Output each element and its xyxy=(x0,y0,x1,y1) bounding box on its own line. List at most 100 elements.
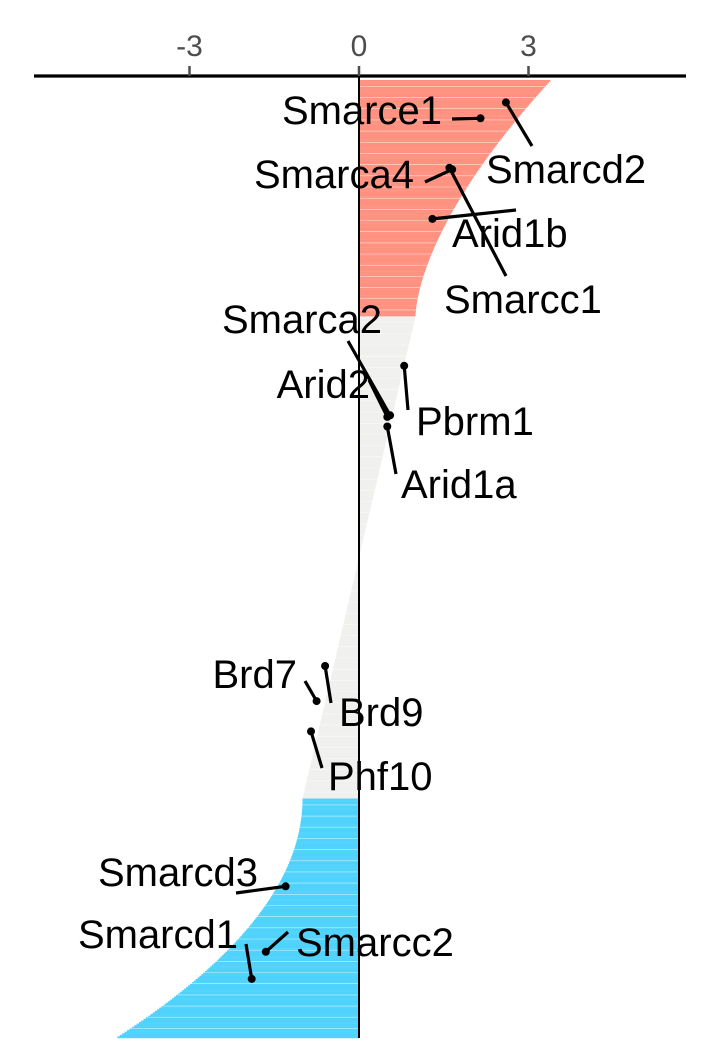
bar xyxy=(280,879,359,882)
bar xyxy=(359,496,374,499)
bar xyxy=(359,376,402,379)
bar xyxy=(359,388,399,390)
gene-point xyxy=(400,361,409,370)
bar xyxy=(269,899,359,901)
bar xyxy=(119,1034,359,1037)
bar xyxy=(230,946,359,949)
bar xyxy=(359,110,524,113)
bar-segment-not_significant xyxy=(302,316,416,799)
bar xyxy=(359,95,537,98)
bar xyxy=(285,870,359,873)
bar xyxy=(359,134,505,137)
bar xyxy=(359,327,413,330)
bar xyxy=(324,702,359,705)
bar xyxy=(359,196,461,199)
bar xyxy=(359,99,534,101)
bar xyxy=(322,712,359,715)
bar xyxy=(356,565,359,568)
bar xyxy=(359,155,489,157)
x-axis: -3 0 3 xyxy=(34,30,686,78)
bar xyxy=(344,619,359,622)
bar xyxy=(311,760,359,762)
bar xyxy=(359,148,494,151)
bar xyxy=(304,787,359,790)
leader-line xyxy=(244,943,254,980)
bar xyxy=(174,996,359,999)
bar xyxy=(353,581,359,584)
bar xyxy=(359,531,365,534)
bar xyxy=(359,418,392,421)
bar xyxy=(359,525,367,528)
bar xyxy=(268,900,359,903)
bar xyxy=(273,892,359,895)
bar xyxy=(359,477,378,480)
gene-annotation-smarcc1: Smarcc1 xyxy=(444,163,602,322)
bar xyxy=(359,166,481,169)
bar xyxy=(302,809,359,812)
bar xyxy=(359,209,454,212)
bar xyxy=(337,648,359,651)
bar xyxy=(167,1001,359,1004)
bar xyxy=(359,177,473,180)
gene-point xyxy=(312,697,321,706)
bar xyxy=(359,268,426,271)
bar xyxy=(203,972,359,975)
bar xyxy=(359,383,400,386)
bar xyxy=(359,135,503,138)
bar xyxy=(359,161,484,164)
leader-line xyxy=(424,167,453,184)
bar xyxy=(359,353,407,355)
bar xyxy=(288,863,359,866)
bar xyxy=(359,129,508,132)
bar xyxy=(340,634,359,636)
bar xyxy=(359,413,393,416)
bar xyxy=(334,659,359,662)
bar xyxy=(359,370,403,373)
bar xyxy=(287,865,359,868)
bar xyxy=(277,884,359,887)
bar xyxy=(359,491,375,494)
bar xyxy=(350,592,359,595)
bar xyxy=(359,375,402,378)
bar xyxy=(346,610,359,612)
bar xyxy=(233,943,359,946)
leader-line xyxy=(385,426,398,475)
bar xyxy=(302,796,359,799)
bar xyxy=(359,271,425,274)
bar xyxy=(310,763,359,766)
bar xyxy=(283,873,359,876)
bar xyxy=(220,956,359,959)
bar xyxy=(308,772,359,775)
leader-line xyxy=(235,884,286,895)
bar xyxy=(321,718,359,721)
bar xyxy=(314,747,359,750)
bar xyxy=(359,434,388,437)
bar xyxy=(122,1033,360,1036)
bar xyxy=(359,86,545,89)
bar xyxy=(278,883,359,885)
bar xyxy=(359,249,434,252)
bar xyxy=(264,905,359,908)
bar xyxy=(356,568,359,571)
bar xyxy=(359,351,408,354)
bar xyxy=(307,774,359,777)
bar xyxy=(359,84,547,87)
bar xyxy=(359,432,388,435)
bar xyxy=(359,263,428,266)
bar xyxy=(212,964,359,967)
bar xyxy=(206,969,359,972)
bar xyxy=(359,356,406,359)
gene-label: Arid1a xyxy=(401,463,517,507)
bar xyxy=(351,589,359,592)
bar xyxy=(346,611,359,614)
bar xyxy=(302,800,359,802)
bar xyxy=(327,693,359,695)
bar xyxy=(359,218,448,221)
leader-line xyxy=(309,730,324,769)
bar xyxy=(359,118,518,121)
bar xyxy=(312,756,359,759)
bar xyxy=(359,236,440,239)
bar xyxy=(359,87,544,90)
bar xyxy=(359,316,416,319)
bar xyxy=(359,220,448,223)
